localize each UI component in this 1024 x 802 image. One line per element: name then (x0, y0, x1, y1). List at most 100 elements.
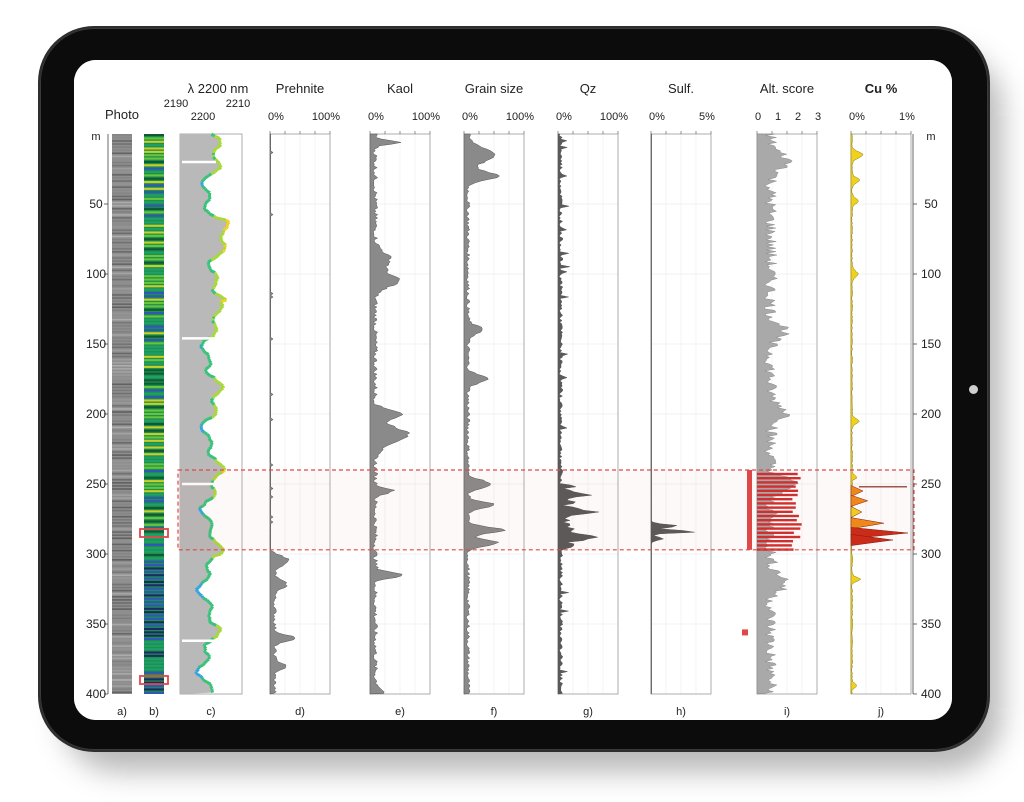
lambda-edge-segment (218, 141, 222, 146)
lambda-edge-segment (213, 148, 217, 152)
lambda-edge-segment (214, 405, 219, 411)
lambda-edge-segment (209, 526, 214, 530)
hyperspectral-band (144, 463, 164, 466)
photo-stripe (112, 623, 132, 626)
lambda-edge-segment (209, 362, 213, 366)
photo-stripe (112, 682, 132, 684)
hyperspectral-band (144, 265, 164, 268)
lambda-edge-segment (204, 370, 209, 375)
lambda-edge-segment (211, 494, 216, 499)
tick-label-j-1: 1% (899, 111, 915, 123)
lambda-edge-segment (210, 256, 217, 262)
photo-stripe (112, 611, 132, 613)
photo-stripe (112, 398, 132, 401)
tick-label-f-1: 100% (506, 111, 534, 123)
photo-stripe (112, 140, 132, 142)
hyperspectral-band (144, 399, 164, 402)
hyperspectral-band (144, 335, 164, 338)
photo-stripe (112, 226, 132, 228)
photo-stripe (112, 475, 132, 478)
hyperspectral-band (144, 520, 164, 523)
lambda-edge-segment (207, 517, 212, 522)
hyperspectral-band (144, 322, 164, 325)
hyperspectral-band (144, 221, 164, 224)
hyperspectral-band (144, 476, 164, 479)
photo-stripe (112, 174, 132, 176)
hyperspectral-band (144, 691, 164, 694)
lambda-edge-segment (214, 145, 221, 151)
photo-stripe (112, 435, 132, 438)
lambda-edge-segment (206, 416, 213, 421)
panel-c: λ 2200 nm c) 2190 2210 2200 (164, 81, 250, 718)
hyperspectral-band (144, 144, 164, 147)
photo-stripe (112, 328, 132, 330)
lambda-edge-segment (202, 349, 207, 354)
lambda-edge-segment (202, 596, 208, 602)
sample-box-0 (139, 528, 169, 538)
photo-stripe (112, 340, 132, 342)
hyperspectral-band (144, 449, 164, 452)
lambda-edge-segment (204, 365, 210, 371)
tick-label-f-0: 0% (462, 111, 478, 123)
photo-stripe (112, 198, 132, 201)
hyperspectral-band (144, 406, 164, 409)
hyperspectral-band (144, 453, 164, 456)
hyperspectral-band (144, 325, 164, 328)
cu-peak-0 (850, 485, 864, 497)
photo-stripe (112, 629, 132, 632)
photo-stripe (112, 645, 132, 647)
photo-stripe (112, 272, 132, 275)
lambda-edge-segment (206, 198, 212, 203)
hyperspectral-band (144, 207, 164, 211)
photo-stripe (112, 577, 132, 580)
lambda-edge-segment (208, 572, 212, 576)
photo-stripe (112, 522, 132, 524)
lambda-edge-segment (207, 265, 212, 270)
lambda-edge-segment (209, 439, 214, 444)
photo-stripe (112, 161, 132, 164)
photo-stripe (112, 438, 132, 441)
photo-stripe (112, 445, 132, 447)
lambda-tick-max: 2210 (226, 98, 250, 110)
hyperspectral-band (144, 305, 164, 308)
photo-stripe (112, 214, 132, 216)
hyperspectral-band (144, 664, 164, 667)
hyperspectral-band (144, 554, 164, 557)
lambda-edge-segment (195, 668, 200, 673)
photo-stripe (112, 620, 132, 623)
hyperspectral-band (144, 298, 164, 301)
hyperspectral-band (144, 211, 164, 214)
lambda-edge-segment (197, 584, 202, 589)
hyperspectral-band (144, 278, 164, 281)
lambda-edge-segment (200, 677, 205, 681)
hyperspectral-band (144, 517, 164, 520)
lambda-edge-segment (212, 214, 218, 220)
hyperspectral-band (144, 338, 164, 342)
alt-score-bar (757, 531, 794, 534)
photo-stripe (112, 599, 132, 601)
photo-stripe (112, 315, 132, 318)
lambda-edge-segment (205, 565, 209, 570)
lambda-edge-segment (209, 535, 215, 541)
photo-stripe (112, 411, 132, 413)
hyperspectral-band (144, 530, 164, 533)
alt-score-bar (757, 514, 799, 518)
lambda-edge-segment (216, 160, 221, 165)
hyperspectral-band (144, 486, 164, 489)
photo-stripe (112, 528, 132, 530)
photo-stripe (112, 303, 132, 305)
photo-stripe (112, 642, 132, 644)
hyperspectral-band (144, 688, 164, 691)
lambda-edge-segment (222, 246, 227, 251)
hyperspectral-band (144, 419, 164, 422)
lambda-edge-segment (205, 189, 211, 195)
depth-label-right: 350 (921, 617, 941, 631)
hyperspectral-band (144, 137, 164, 140)
lambda-edge-segment (202, 502, 207, 507)
lambda-edge-segment (213, 490, 217, 494)
panel-title-i: Alt. score (760, 81, 814, 96)
lambda-edge-segment (209, 496, 214, 501)
lambda-edge-segment (204, 174, 210, 180)
photo-stripe (112, 201, 132, 204)
lambda-edge-segment (216, 380, 222, 386)
